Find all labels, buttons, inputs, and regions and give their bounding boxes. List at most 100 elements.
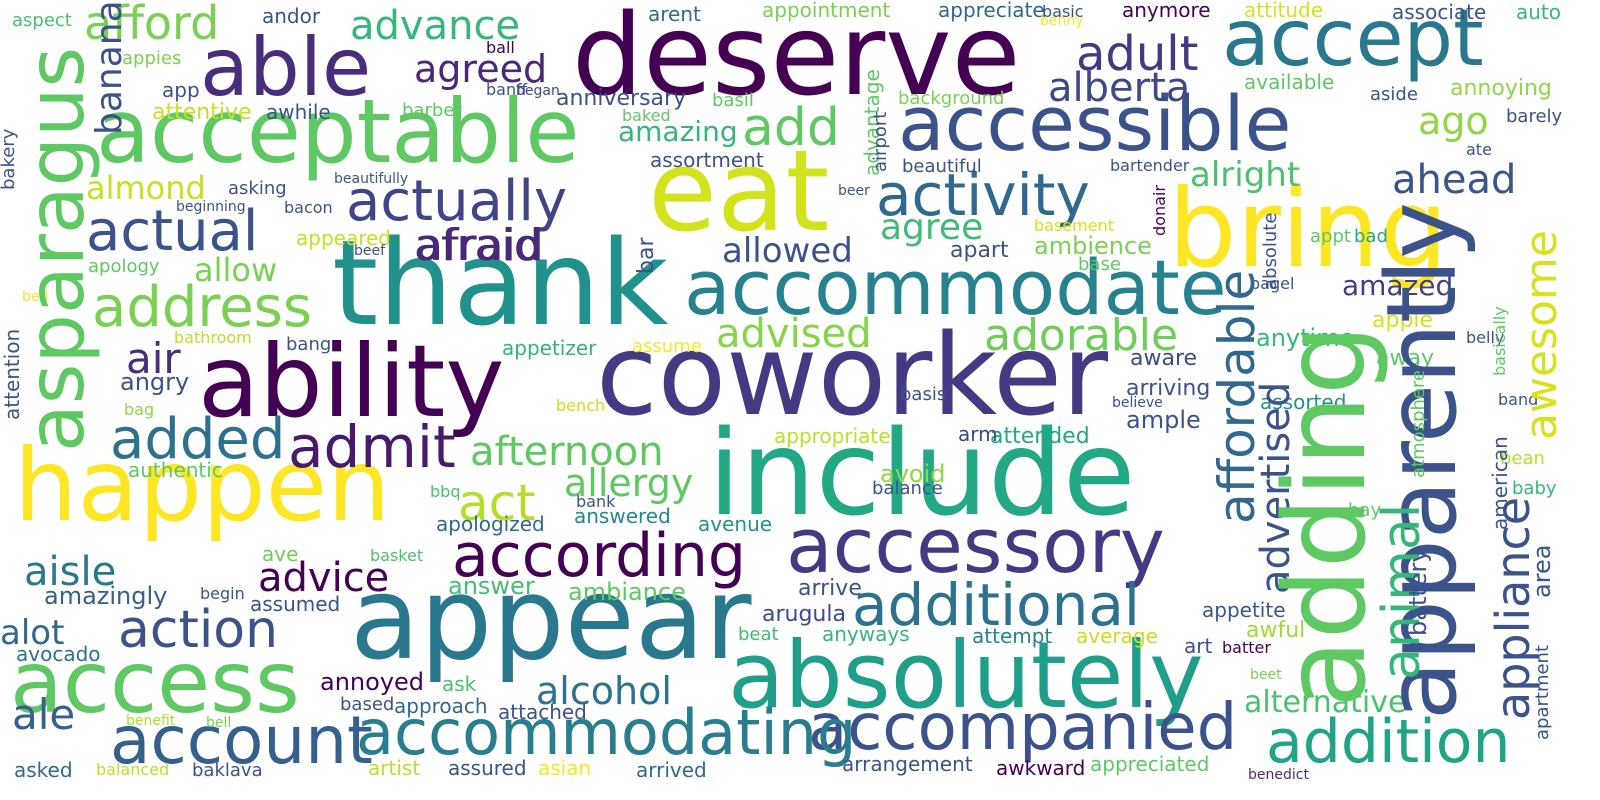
word-balanced: balanced [96, 760, 170, 779]
word-aside: aside [1370, 84, 1418, 105]
word-apologized: apologized [436, 512, 545, 536]
word-battery: battery [1404, 548, 1432, 636]
word-appeared: appeared [296, 226, 391, 250]
word-bag: bag [124, 400, 155, 419]
word-based: based [340, 694, 395, 715]
word-coworker: coworker [596, 311, 1109, 441]
word-authentic: authentic [128, 458, 223, 482]
word-appetizer: appetizer [502, 336, 597, 360]
word-angry: angry [120, 368, 190, 396]
word-bay: bay [1348, 500, 1382, 521]
word-balance: balance [872, 478, 943, 499]
word-bakery: bakery [0, 128, 19, 190]
word-afternoon: afternoon [470, 429, 664, 475]
word-arrive: arrive [798, 576, 862, 601]
word-basis: basis [900, 384, 947, 405]
word-act: act [458, 474, 536, 532]
word-arrived: arrived [636, 758, 707, 782]
word-advance: advance [350, 3, 521, 49]
word-band: band [1498, 390, 1539, 409]
word-alberta: alberta [1048, 65, 1191, 111]
word-afraid: afraid [416, 220, 544, 271]
word-awesome: awesome [1516, 230, 1567, 440]
word-arrangement: arrangement [842, 752, 973, 776]
word-ate: ate [1466, 140, 1492, 159]
word-beer: beer [838, 183, 870, 199]
word-beautifully: beautifully [334, 171, 409, 187]
word-bar: bar [634, 237, 659, 275]
word-bartender: bartender [1110, 156, 1190, 175]
word-happen: happen [14, 427, 391, 544]
word-afraid: afraid [414, 220, 542, 271]
word-beginning: beginning [176, 199, 246, 215]
word-appear: appear [350, 552, 752, 685]
word-appt: appt [1310, 226, 1351, 247]
word-apology: apology [88, 256, 160, 277]
word-assorted: assorted [1260, 390, 1347, 414]
word-accommodating: accommodating [356, 696, 857, 769]
word-basic: basic [1042, 2, 1084, 21]
word-ability: ability [198, 323, 505, 440]
word-approach: approach [394, 694, 488, 718]
word-annoyed: annoyed [320, 668, 425, 696]
word-advised: advised [716, 311, 872, 357]
word-auto: auto [1516, 0, 1562, 24]
word-alot: alot [0, 613, 65, 653]
word-ambiance: ambiance [568, 578, 686, 606]
word-allowed: allowed [722, 231, 853, 271]
word-awhile: awhile [266, 100, 331, 124]
word-batter: batter [1222, 638, 1271, 657]
word-activity: activity [876, 161, 1090, 229]
word-adult: adult [1076, 26, 1199, 82]
word-allergy: allergy [564, 461, 694, 505]
word-benedict: benedict [1248, 767, 1309, 783]
word-addition: addition [1266, 707, 1511, 777]
word-basil: basil [712, 90, 754, 111]
word-baklava: baklava [192, 760, 263, 781]
word-alright: alright [1190, 155, 1301, 195]
word-assortment: assortment [650, 148, 764, 172]
word-benefit: benefit [126, 713, 176, 729]
word-answered: answered [574, 504, 671, 528]
word-anniversary: anniversary [556, 86, 687, 111]
word-accompanied: accompanied [808, 691, 1238, 765]
word-actually: actually [346, 169, 568, 234]
word-arriving: arriving [1126, 376, 1211, 401]
word-assured: assured [448, 756, 527, 780]
word-amazingly: amazingly [44, 582, 168, 610]
word-asian: asian [538, 756, 592, 780]
word-arent: arent [648, 2, 701, 26]
word-awful: awful [1246, 618, 1306, 643]
word-bed: bed [22, 289, 49, 305]
word-accept: accept [1222, 0, 1484, 84]
word-avoid: avoid [880, 460, 946, 488]
word-thank: thank [332, 214, 669, 352]
word-aware: aware [1130, 346, 1198, 371]
word-answer: answer [448, 572, 535, 600]
word-attitude: attitude [1244, 0, 1324, 22]
word-banana: banana [89, 0, 130, 135]
word-airport: airport [870, 111, 891, 172]
word-beet: beet [1250, 667, 1282, 683]
word-aisle: aisle [24, 549, 117, 595]
word-appliance: appliance [1486, 496, 1540, 720]
word-away: away [1376, 346, 1434, 371]
word-arm: arm [958, 422, 998, 446]
word-andor: andor [262, 4, 321, 28]
word-ago: ago [1418, 99, 1489, 143]
word-annoying: annoying [1450, 76, 1552, 101]
word-atmosphere: atmosphere [1408, 370, 1429, 478]
word-background: background [898, 88, 1005, 109]
word-assume: assume [632, 336, 702, 357]
word-attention: attention [0, 328, 24, 420]
word-bean: bean [1500, 448, 1545, 469]
word-appreciate: appreciate [938, 0, 1045, 22]
word-anytime: anytime [1256, 324, 1355, 352]
word-asparagus: asparagus [12, 46, 102, 452]
word-able: able [200, 21, 372, 114]
word-access: access [10, 633, 300, 733]
word-arugula: arugula [762, 602, 846, 627]
word-bell: bell [206, 715, 232, 731]
word-appropriate: appropriate [774, 424, 891, 448]
word-appies: appies [122, 48, 182, 69]
